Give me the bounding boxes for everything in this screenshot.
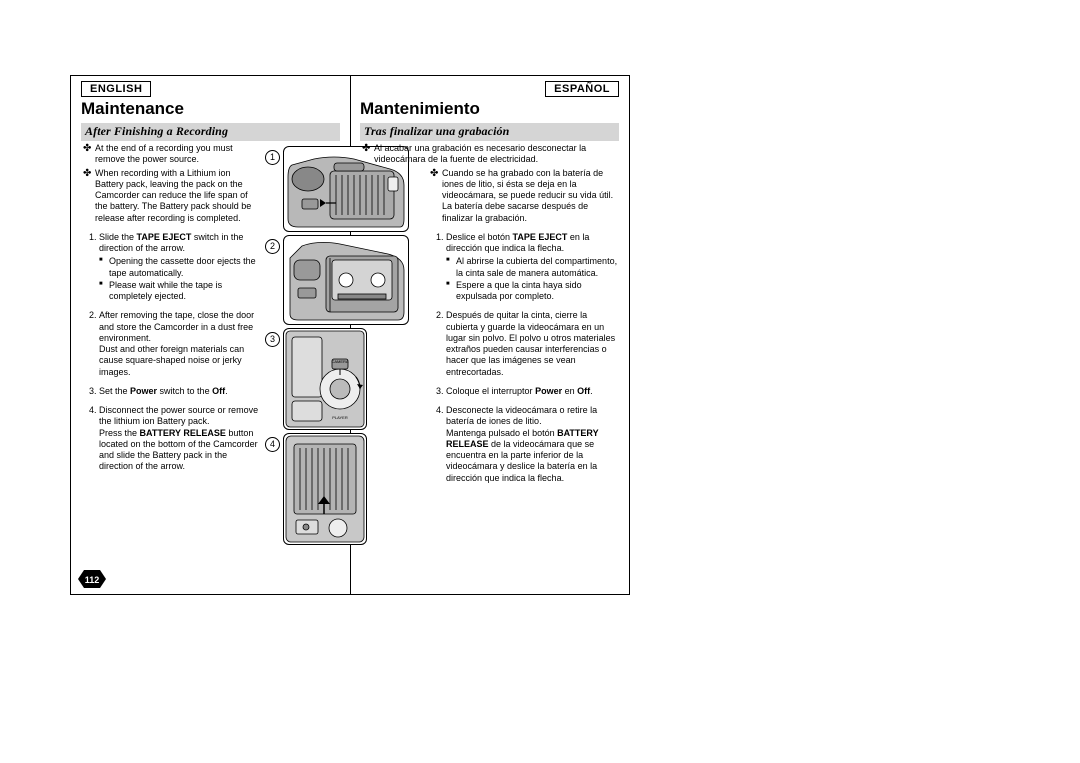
- step-text: Después de quitar la cinta, cierre la cu…: [446, 310, 615, 376]
- body-es: ✤ Al acabar una grabación es necesario d…: [362, 143, 619, 492]
- substeps: Opening the cassette door ejects the tap…: [99, 256, 260, 302]
- figure-number: 1: [265, 150, 280, 165]
- intro-bullet: ✤ When recording with a Lithium ion Batt…: [83, 168, 260, 224]
- subtitle-es: Tras finalizar una grabación: [360, 123, 619, 141]
- step-tail: Press the BATTERY RELEASE button located…: [99, 428, 258, 472]
- step-item: Deslice el botón TAPE EJECT en la direcc…: [446, 232, 619, 303]
- intro-text: Al acabar una grabación es necesario des…: [374, 143, 615, 166]
- substeps: Al abrirse la cubierta del compartimento…: [446, 256, 619, 302]
- step-text: Deslice el botón TAPE EJECT en la direcc…: [446, 232, 589, 253]
- step-item: Coloque el interruptor Power en Off.: [446, 386, 619, 397]
- substep: Espere a que la cinta haya sido expulsad…: [446, 280, 619, 303]
- step-text: After removing the tape, close the door …: [99, 310, 254, 343]
- step-text: Desconecte la videocámara o retire la ba…: [446, 405, 597, 426]
- bullet-icon: ✤: [430, 168, 442, 224]
- manual-page: ENGLISH Maintenance After Finishing a Re…: [70, 75, 630, 595]
- language-label-es: ESPAÑOL: [545, 81, 619, 97]
- step-item: Disconnect the power source or remove th…: [99, 405, 260, 473]
- step-text: Set the Power switch to the Off.: [99, 386, 228, 396]
- intro-bullet: ✤ Al acabar una grabación es necesario d…: [362, 143, 615, 166]
- bullet-icon: ✤: [83, 168, 95, 224]
- title-en: Maintenance: [81, 99, 340, 119]
- intro-bullet: ✤ Cuando se ha grabado con la batería de…: [430, 168, 619, 224]
- step-item: Desconecte la videocámara o retire la ba…: [446, 405, 619, 484]
- step-item: Slide the TAPE EJECT switch in the direc…: [99, 232, 260, 303]
- step-item: After removing the tape, close the door …: [99, 310, 260, 378]
- steps-list: Slide the TAPE EJECT switch in the direc…: [83, 232, 260, 473]
- step-item: Después de quitar la cinta, cierre la cu…: [446, 310, 619, 378]
- player-label: PLAYER: [332, 415, 348, 420]
- step-text: Slide the TAPE EJECT switch in the direc…: [99, 232, 243, 253]
- intro-bullet: ✤ At the end of a recording you must rem…: [83, 143, 260, 166]
- substep: Opening the cassette door ejects the tap…: [99, 256, 260, 279]
- language-label-en: ENGLISH: [81, 81, 151, 97]
- subtitle-en: After Finishing a Recording: [81, 123, 340, 141]
- steps-list-es: Deslice el botón TAPE EJECT en la direcc…: [430, 232, 619, 484]
- figure-number: 4: [265, 437, 280, 452]
- step-tail: Dust and other foreign materials can cau…: [99, 344, 244, 377]
- figure-number: 2: [265, 239, 280, 254]
- title-es: Mantenimiento: [360, 99, 619, 119]
- camera-label: CAMERA: [331, 359, 348, 364]
- page-number-badge: 112: [78, 570, 106, 588]
- right-column: ESPAÑOL Mantenimiento Tras finalizar una…: [350, 76, 629, 594]
- bullet-icon: ✤: [362, 143, 374, 166]
- intro-text: At the end of a recording you must remov…: [95, 143, 260, 166]
- step-tail: Mantenga pulsado el botón BATTERY RELEAS…: [446, 428, 598, 483]
- intro-text: Cuando se ha grabado con la batería de i…: [442, 168, 619, 224]
- substep: Please wait while the tape is completely…: [99, 280, 260, 303]
- figure-number: 3: [265, 332, 280, 347]
- bullet-icon: ✤: [83, 143, 95, 166]
- intro-text: When recording with a Lithium ion Batter…: [95, 168, 260, 224]
- body-en: ✤ At the end of a recording you must rem…: [83, 143, 260, 481]
- substep: Al abrirse la cubierta del compartimento…: [446, 256, 619, 279]
- step-item: Set the Power switch to the Off.: [99, 386, 260, 397]
- page-number: 112: [85, 575, 100, 585]
- step-text: Coloque el interruptor Power en Off.: [446, 386, 593, 396]
- step-text: Disconnect the power source or remove th…: [99, 405, 258, 426]
